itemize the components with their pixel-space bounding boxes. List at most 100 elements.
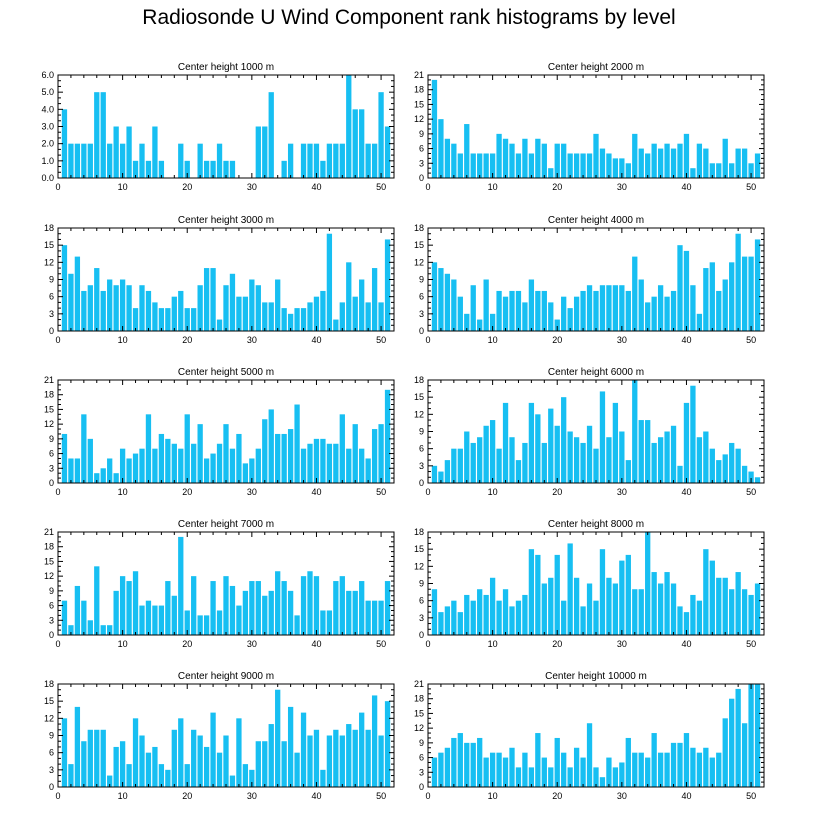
- histogram-bar: [320, 610, 326, 635]
- histogram-bar: [152, 448, 158, 483]
- histogram-bar: [113, 473, 119, 483]
- histogram-bar: [287, 429, 294, 483]
- histogram-bar: [61, 109, 68, 178]
- histogram-bar: [716, 290, 722, 331]
- histogram-bar: [741, 256, 748, 331]
- histogram-bar: [451, 448, 457, 483]
- x-tick-label: 50: [376, 335, 386, 345]
- histogram-bar: [100, 468, 106, 483]
- histogram-bar: [515, 600, 522, 635]
- histogram-bar: [509, 747, 515, 787]
- histogram-bar: [216, 610, 223, 635]
- histogram-bar: [464, 313, 470, 331]
- histogram-bar: [657, 148, 664, 178]
- histogram-bar: [333, 319, 339, 331]
- histogram-bar: [619, 560, 625, 635]
- histogram-bar: [191, 729, 197, 787]
- histogram-bar: [670, 742, 677, 787]
- y-tick-label: 3: [419, 309, 424, 319]
- histogram-bar: [229, 585, 236, 635]
- histogram-bar: [107, 458, 113, 483]
- histogram-bar: [119, 448, 126, 483]
- histogram-bar: [509, 143, 515, 178]
- histogram-bar: [378, 424, 384, 483]
- histogram-bar: [431, 589, 438, 635]
- histogram-bar: [126, 581, 132, 635]
- histogram-bar: [313, 576, 320, 635]
- histogram-bar: [268, 409, 274, 483]
- x-tick-label: 20: [552, 639, 562, 649]
- histogram-bar: [625, 737, 631, 787]
- y-tick-label: 0: [49, 782, 54, 792]
- histogram-bar: [645, 532, 651, 635]
- y-tick-label: 12: [414, 114, 424, 124]
- histogram-bar: [87, 285, 93, 331]
- histogram-bar: [528, 767, 535, 787]
- y-tick-label: 15: [414, 99, 424, 109]
- histogram-bar: [593, 600, 599, 635]
- histogram-bar: [313, 438, 320, 483]
- x-tick-label: 0: [55, 639, 60, 649]
- x-tick-label: 20: [552, 791, 562, 801]
- y-tick-label: 6: [49, 449, 54, 459]
- histogram-bar: [709, 448, 715, 483]
- histogram-bar: [184, 160, 190, 178]
- histogram-bar: [651, 143, 657, 178]
- x-tick-label: 0: [55, 182, 60, 192]
- histogram-bar: [573, 747, 580, 787]
- y-tick-label: 18: [44, 542, 54, 552]
- histogram-bar: [74, 256, 81, 331]
- histogram-bar: [236, 433, 242, 483]
- histogram-bar: [657, 285, 664, 331]
- histogram-bar: [729, 163, 735, 178]
- histogram-bar: [451, 279, 457, 331]
- y-tick-label: 21: [44, 375, 54, 385]
- histogram-panel: Center height 3000 m 0 3 6 9 12 15 18 0 10 20 30 40 5…: [44, 215, 395, 345]
- histogram-bar: [229, 775, 236, 787]
- histogram-bar: [352, 590, 358, 635]
- y-tick-label: 0: [419, 173, 424, 183]
- panel-title: Center height 8000 m: [548, 519, 644, 530]
- x-tick-label: 30: [617, 487, 627, 497]
- histogram-bar: [561, 600, 567, 635]
- histogram-bar: [573, 296, 580, 331]
- histogram-bar: [561, 296, 567, 331]
- histogram-bar: [216, 319, 223, 331]
- histogram-bar: [683, 402, 690, 483]
- histogram-bar: [132, 308, 139, 331]
- histogram-bar: [528, 549, 535, 635]
- histogram-bar: [61, 718, 68, 787]
- histogram-bar: [580, 290, 586, 331]
- y-tick-label: 12: [414, 723, 424, 733]
- histogram-bar: [107, 279, 113, 331]
- x-tick-label: 10: [118, 487, 128, 497]
- histogram-bar: [378, 92, 384, 178]
- histogram-bar: [664, 752, 670, 787]
- histogram-bar: [378, 600, 384, 635]
- histogram-bar: [638, 589, 644, 635]
- histogram-bar: [573, 437, 580, 483]
- histogram-bar: [651, 296, 657, 331]
- histogram-bar: [281, 160, 287, 178]
- histogram-bar: [496, 290, 502, 331]
- histogram-bar: [145, 600, 152, 635]
- histogram-bar: [735, 148, 741, 178]
- histogram-bar: [326, 735, 333, 787]
- histogram-bar: [371, 268, 378, 331]
- histogram-bar: [457, 612, 463, 635]
- histogram-bar: [502, 589, 509, 635]
- histogram-bar: [522, 302, 528, 331]
- histogram-bar: [68, 273, 74, 331]
- histogram-bar: [281, 433, 287, 483]
- histogram-bar: [100, 729, 106, 787]
- histogram-bar: [249, 458, 255, 483]
- y-tick-label: 3: [419, 461, 424, 471]
- histogram-bar: [638, 752, 644, 787]
- histogram-bar: [748, 684, 754, 787]
- histogram-bar: [470, 442, 476, 483]
- histogram-bar: [612, 583, 619, 635]
- histogram-bar: [593, 133, 599, 178]
- histogram-bar: [677, 245, 683, 331]
- histogram-bar: [384, 239, 391, 331]
- histogram-bar: [593, 448, 599, 483]
